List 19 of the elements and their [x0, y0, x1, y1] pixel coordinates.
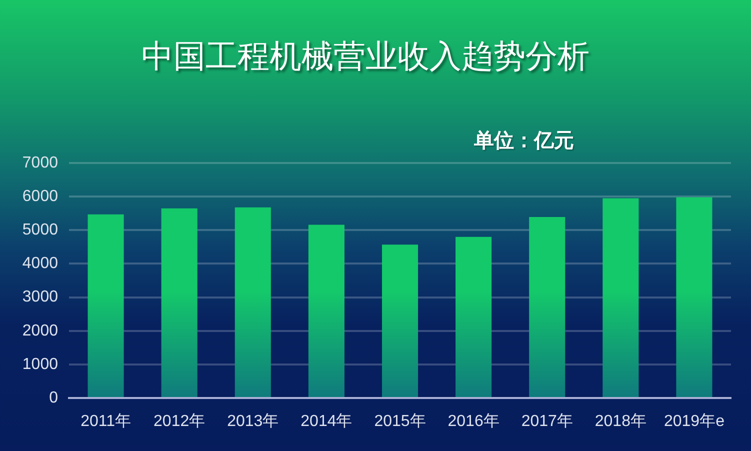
- y-tick-label: 0: [49, 389, 58, 406]
- chart-title: 中国工程机械营业收入趋势分析: [140, 37, 590, 76]
- y-tick-label: 5000: [22, 222, 58, 239]
- x-tick-label: 2016年: [448, 413, 500, 430]
- y-tick-label: 1000: [22, 356, 58, 373]
- x-tick-label: 2017年: [521, 413, 573, 430]
- y-tick-label: 6000: [22, 188, 58, 205]
- x-tick-label: 2014年: [300, 413, 352, 430]
- x-tick-label: 2019年e: [664, 413, 725, 430]
- text: 单位：亿元: [474, 129, 574, 154]
- y-tick-label: 7000: [22, 154, 58, 172]
- y-tick-label: 4000: [22, 255, 58, 272]
- x-tick-label: 2011年: [80, 413, 131, 430]
- x-tick-label: 2015年: [374, 413, 426, 430]
- x-tick-label: 2018年: [594, 413, 646, 430]
- y-tick-label: 2000: [22, 322, 58, 340]
- x-tick-label: 2013年: [227, 413, 279, 430]
- x-tick-label: 2012年: [154, 413, 206, 430]
- y-tick-label: 3000: [22, 288, 58, 306]
